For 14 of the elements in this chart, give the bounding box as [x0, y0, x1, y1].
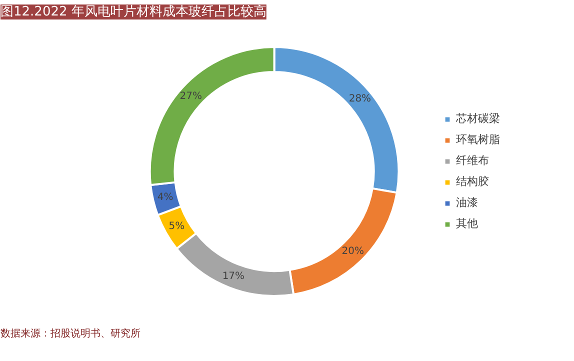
- data-label: 5%: [168, 221, 185, 232]
- legend-label: 结构胶: [456, 174, 489, 189]
- legend-label: 纤维布: [456, 153, 489, 168]
- legend-label: 芯材碳梁: [456, 111, 500, 126]
- data-label: 20%: [342, 246, 364, 258]
- data-label: 28%: [348, 94, 372, 105]
- source-note: 数据来源：招股说明书、研究所: [0, 328, 140, 340]
- data-label: 4%: [157, 192, 174, 204]
- data-label: 27%: [180, 90, 202, 102]
- data-label: 17%: [222, 270, 245, 282]
- chart-title: 图12.2022 年风电叶片材料成本玻纤占比较高: [0, 4, 266, 20]
- legend-label: 环氧树脂: [456, 132, 500, 147]
- legend-label: 其他: [456, 216, 478, 231]
- legend-label: 油漆: [456, 195, 478, 210]
